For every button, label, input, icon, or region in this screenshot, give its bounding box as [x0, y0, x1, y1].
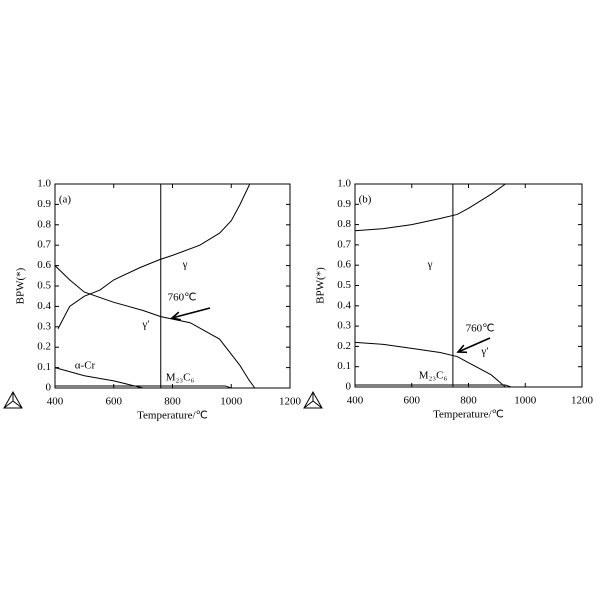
y-tick-label: 0.1 [337, 360, 351, 372]
x-tick-label: 1200 [571, 395, 594, 407]
series-line [55, 385, 290, 389]
x-tick-label: 1000 [220, 396, 243, 408]
arrow [170, 307, 211, 321]
x-tick-label: 600 [106, 396, 123, 408]
y-tick-label: 0.5 [337, 279, 351, 291]
series-line [354, 183, 506, 232]
arrow [456, 337, 491, 354]
marker-label: 760℃ [168, 292, 197, 304]
y-tick-label: 0 [46, 382, 52, 394]
x-axis-label: Temperature/℃ [433, 409, 504, 421]
plot-frame [54, 183, 291, 389]
panel-label: (b) [359, 194, 372, 206]
series-label: γ [427, 259, 433, 271]
x-tick-label: 400 [47, 396, 64, 408]
series-line [54, 265, 256, 389]
y-tick-label: 0.3 [337, 320, 351, 332]
logo [3, 390, 23, 409]
y-tick-label: 0.1 [37, 361, 51, 373]
x-axis-label: Temperature/℃ [137, 410, 208, 422]
x-tick-label: 600 [404, 395, 421, 407]
marker-label: 760℃ [466, 323, 495, 335]
series-line [57, 183, 251, 330]
y-tick-label: 0.2 [337, 340, 351, 352]
y-tick-label: 1.0 [337, 178, 351, 190]
series-label: α-Cr [75, 360, 96, 372]
y-tick-label: 0.8 [37, 218, 51, 230]
y-axis-label: BPW(*) [15, 267, 27, 304]
y-tick-label: 0.6 [37, 259, 51, 271]
y-tick-label: 0.9 [37, 198, 51, 210]
series-label: M₂₃C₆ [166, 372, 195, 384]
y-tick-label: 0.7 [337, 238, 351, 250]
y-tick-label: 0.4 [37, 300, 51, 312]
series-line [354, 341, 506, 388]
y-tick-label: 0 [346, 381, 352, 393]
logo [303, 390, 323, 409]
series-label: γ′ [141, 319, 149, 331]
series-label: γ [182, 259, 188, 271]
y-tick-label: 1.0 [37, 178, 51, 190]
y-tick-label: 0.4 [337, 299, 351, 311]
plot-frame [354, 183, 583, 388]
y-tick-label: 0.5 [37, 280, 51, 292]
x-tick-label: 800 [164, 396, 181, 408]
y-tick-label: 0.2 [37, 341, 51, 353]
y-tick-label: 0.9 [337, 198, 351, 210]
x-tick-label: 800 [460, 395, 477, 407]
y-tick-label: 0.3 [37, 320, 51, 332]
series-label: γ′ [480, 346, 488, 358]
panel-label: (a) [59, 194, 72, 206]
y-tick-label: 0.7 [37, 239, 51, 251]
x-tick-label: 1200 [279, 396, 302, 408]
x-tick-label: 1000 [514, 395, 537, 407]
x-tick-label: 400 [347, 395, 364, 407]
series-line [54, 367, 144, 389]
series-label: M₂₃C₆ [419, 370, 448, 382]
y-tick-label: 0.6 [337, 259, 351, 271]
series-line [355, 384, 554, 388]
y-axis-label: BPW(*) [315, 267, 327, 304]
y-tick-label: 0.8 [337, 218, 351, 230]
